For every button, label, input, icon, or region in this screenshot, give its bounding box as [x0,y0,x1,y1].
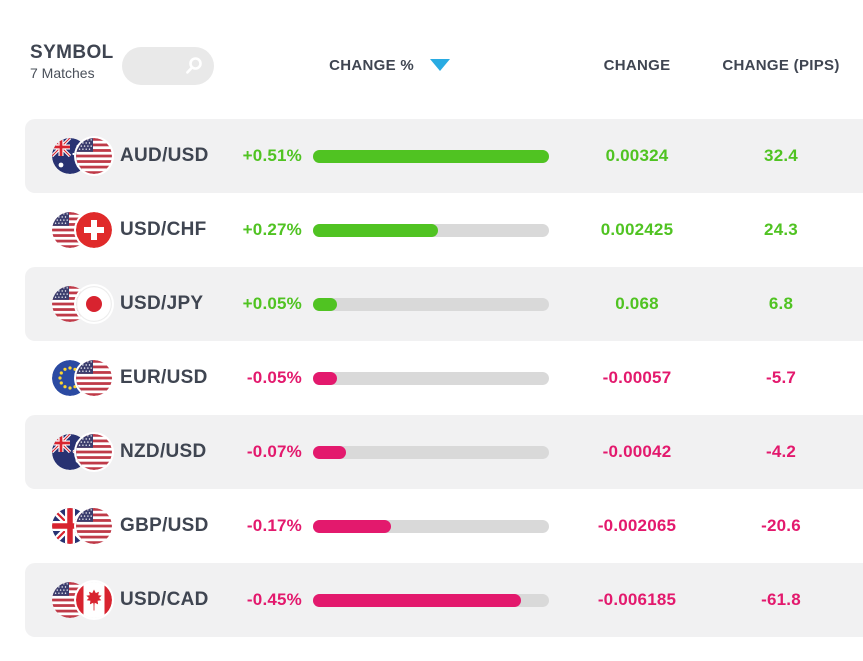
usa-flag [76,434,112,470]
table-row[interactable]: USD/JPY +0.05% 0.068 6.8 [25,267,863,341]
change-pips-value: 32.4 [764,146,798,165]
usa-flag [76,138,112,174]
change-pct-column-header[interactable]: CHANGE % [329,57,414,74]
change-pct-value: -0.17% [246,516,302,535]
pair-label: USD/CHF [120,219,207,240]
change-bar-track [313,445,549,459]
usa-flag [76,508,112,544]
pair-label: AUD/USD [120,145,209,166]
table-row[interactable]: AUD/USD +0.51% 0.00324 32.4 [25,119,863,193]
change-column-header[interactable]: CHANGE [603,57,671,74]
change-value: -0.006185 [597,590,677,609]
table-row[interactable]: GBP/USD -0.17% -0.002065 -20.6 [25,489,863,563]
change-bar-track [313,371,549,385]
change-pct-value: +0.05% [242,294,302,313]
table-row[interactable]: EUR/USD -0.05% -0.00057 -5.7 [25,341,863,415]
pair-flags [52,138,112,174]
change-bar-track [313,593,549,607]
symbol-search-input[interactable] [122,47,214,85]
change-pips-value: -4.2 [765,442,797,461]
change-pips-value: -5.7 [765,368,797,387]
japan-flag [76,286,112,322]
change-pct-value: -0.05% [246,368,302,387]
pairs-list: AUD/USD +0.51% 0.00324 32.4 USD/CHF +0.2… [25,119,863,637]
table-row[interactable]: USD/CHF +0.27% 0.002425 24.3 [25,193,863,267]
change-bar-track [313,519,549,533]
switzerland-flag [76,212,112,248]
pair-flags [52,360,112,396]
pair-label: EUR/USD [120,367,208,388]
pair-label: GBP/USD [120,515,209,536]
pair-flags [52,582,112,618]
change-value: 0.00324 [605,146,669,165]
pair-label: USD/JPY [120,293,204,314]
change-bar-track [313,149,549,163]
change-pips-value: -20.6 [761,516,801,535]
symbol-column-header: SYMBOL [30,42,114,63]
usa-flag [76,360,112,396]
usa-flag [52,286,88,322]
search-icon [186,57,202,74]
change-bar-fill [313,223,439,237]
change-bar-fill [313,519,391,533]
change-pct-value: -0.45% [246,590,302,609]
change-bar-fill [313,371,337,385]
pair-label: USD/CAD [120,589,209,610]
pair-label: NZD/USD [120,441,207,462]
matches-count: 7 Matches [30,65,95,81]
change-bar-fill [313,297,337,311]
pair-flags [52,212,112,248]
change-pct-value: +0.51% [242,146,302,165]
pair-flags [52,508,112,544]
change-bar-track [313,223,549,237]
table-row[interactable]: USD/CAD -0.45% -0.006185 -61.8 [25,563,863,637]
pair-flags [52,434,112,470]
change-pips-value: -61.8 [761,590,801,609]
change-value: -0.002065 [597,516,677,535]
change-bar-fill [313,593,521,607]
change-value: 0.068 [615,294,659,313]
change-value: 0.002425 [600,220,674,239]
change-value: -0.00042 [602,442,672,461]
change-pips-value: 24.3 [764,220,798,239]
table-row[interactable]: NZD/USD -0.07% -0.00042 -4.2 [25,415,863,489]
change-pct-value: +0.27% [242,220,302,239]
change-bar-fill [313,149,549,163]
change-pips-value: 6.8 [768,294,794,313]
pair-flags [52,286,112,322]
canada-flag [76,582,112,618]
change-pips-column-header[interactable]: CHANGE (PIPS) [722,57,840,74]
change-bar-fill [313,445,347,459]
change-bar-track [313,297,549,311]
change-value: -0.00057 [602,368,672,387]
change-pct-value: -0.07% [246,442,302,461]
sort-desc-icon[interactable] [429,58,451,72]
